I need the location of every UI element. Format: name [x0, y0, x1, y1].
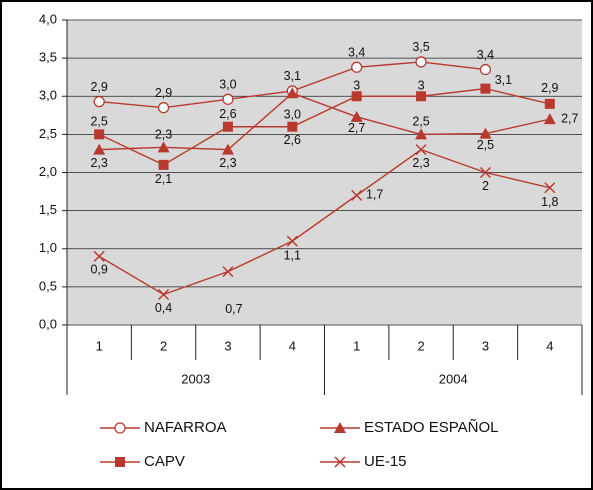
data-point — [222, 266, 234, 278]
legend-marker — [334, 422, 346, 433]
data-label: 1,8 — [541, 195, 558, 209]
x-tick-label: 1 — [353, 338, 360, 353]
data-label: 2,5 — [412, 115, 429, 129]
data-label: 2,6 — [284, 133, 301, 147]
data-point — [416, 91, 427, 102]
x-tick-label: 2 — [417, 338, 424, 353]
data-point — [351, 189, 363, 201]
series-line — [98, 87, 550, 166]
data-label: 0,9 — [90, 263, 107, 277]
data-label: 2,7 — [348, 121, 365, 135]
data-label: 2,7 — [561, 111, 578, 125]
data-point — [93, 250, 105, 262]
data-point — [351, 91, 362, 102]
series-line — [98, 148, 550, 296]
y-tick-label: 3,0 — [39, 88, 57, 103]
y-tick-label: 0,0 — [39, 316, 57, 331]
data-point — [158, 159, 169, 170]
y-tick-label: 2,5 — [39, 126, 57, 141]
y-tick-label: 4,0 — [39, 11, 57, 26]
x-tick-label: 3 — [224, 338, 231, 353]
data-point — [157, 141, 170, 153]
y-tick-label: 0,5 — [39, 278, 57, 293]
data-label: 2,3 — [90, 156, 107, 170]
data-label: 2,3 — [219, 156, 236, 170]
data-label: 3,0 — [219, 78, 236, 92]
data-point — [415, 144, 427, 156]
legend-label: ESTADO ESPAÑOL — [364, 419, 498, 436]
x-tick-label: 2 — [160, 338, 167, 353]
data-point — [93, 143, 106, 155]
data-label: 2,9 — [155, 86, 172, 100]
data-label: 2,5 — [477, 138, 494, 152]
data-point — [544, 182, 556, 194]
data-label: 0,7 — [225, 302, 242, 316]
data-point — [480, 83, 491, 94]
data-point — [221, 143, 234, 155]
x-tick-label: 1 — [96, 338, 103, 353]
data-point — [543, 113, 556, 125]
data-point — [479, 63, 492, 76]
x-group-label: 2004 — [439, 371, 468, 386]
data-point — [350, 110, 363, 122]
data-label: 2,5 — [90, 115, 107, 129]
data-label: 3,1 — [495, 73, 512, 87]
y-tick-label: 2,0 — [39, 164, 57, 179]
data-label: 2,3 — [155, 128, 172, 142]
data-point — [415, 56, 427, 68]
data-label: 2 — [482, 179, 489, 193]
legend-label: CAPV — [144, 453, 185, 470]
legend-marker — [334, 456, 346, 468]
data-label: 2,9 — [541, 81, 558, 95]
data-point — [157, 102, 170, 114]
legend-marker — [114, 422, 126, 434]
data-point — [158, 288, 170, 301]
data-point — [544, 98, 555, 109]
data-point — [286, 87, 299, 99]
data-label: 3,4 — [477, 48, 494, 62]
x-tick-label: 3 — [482, 338, 489, 353]
data-point — [94, 129, 105, 140]
y-tick-label: 1,0 — [39, 240, 57, 255]
data-label: 3,1 — [284, 69, 301, 83]
legend-label: NAFARROA — [144, 419, 227, 436]
data-label: 3 — [418, 79, 425, 93]
legend-label: UE-15 — [364, 453, 407, 470]
legend-marker — [115, 457, 125, 467]
data-point — [479, 166, 491, 179]
y-tick-label: 1,5 — [39, 202, 57, 217]
data-point — [286, 235, 298, 247]
data-point — [222, 121, 233, 132]
data-point — [479, 127, 492, 139]
series-line — [99, 92, 550, 151]
data-point — [351, 61, 363, 73]
data-label: 2,3 — [412, 156, 429, 170]
data-point — [287, 121, 298, 132]
data-point — [222, 93, 234, 105]
data-label: 3,0 — [284, 107, 301, 121]
data-label: 1,7 — [366, 188, 383, 202]
data-label: 3,5 — [412, 40, 429, 54]
x-tick-label: 4 — [289, 338, 296, 353]
y-tick-label: 3,5 — [39, 50, 57, 65]
data-label: 3,4 — [348, 46, 365, 60]
data-point — [93, 95, 105, 108]
x-tick-label: 4 — [546, 338, 553, 353]
data-label: 2,6 — [219, 107, 236, 121]
data-label: 1,1 — [284, 248, 301, 262]
x-group-label: 2003 — [181, 371, 210, 386]
data-label: 2,9 — [90, 80, 107, 94]
data-label: 3 — [353, 79, 360, 93]
data-label: 2,1 — [155, 172, 172, 186]
data-label: 0,4 — [155, 301, 172, 315]
data-point — [415, 128, 428, 140]
